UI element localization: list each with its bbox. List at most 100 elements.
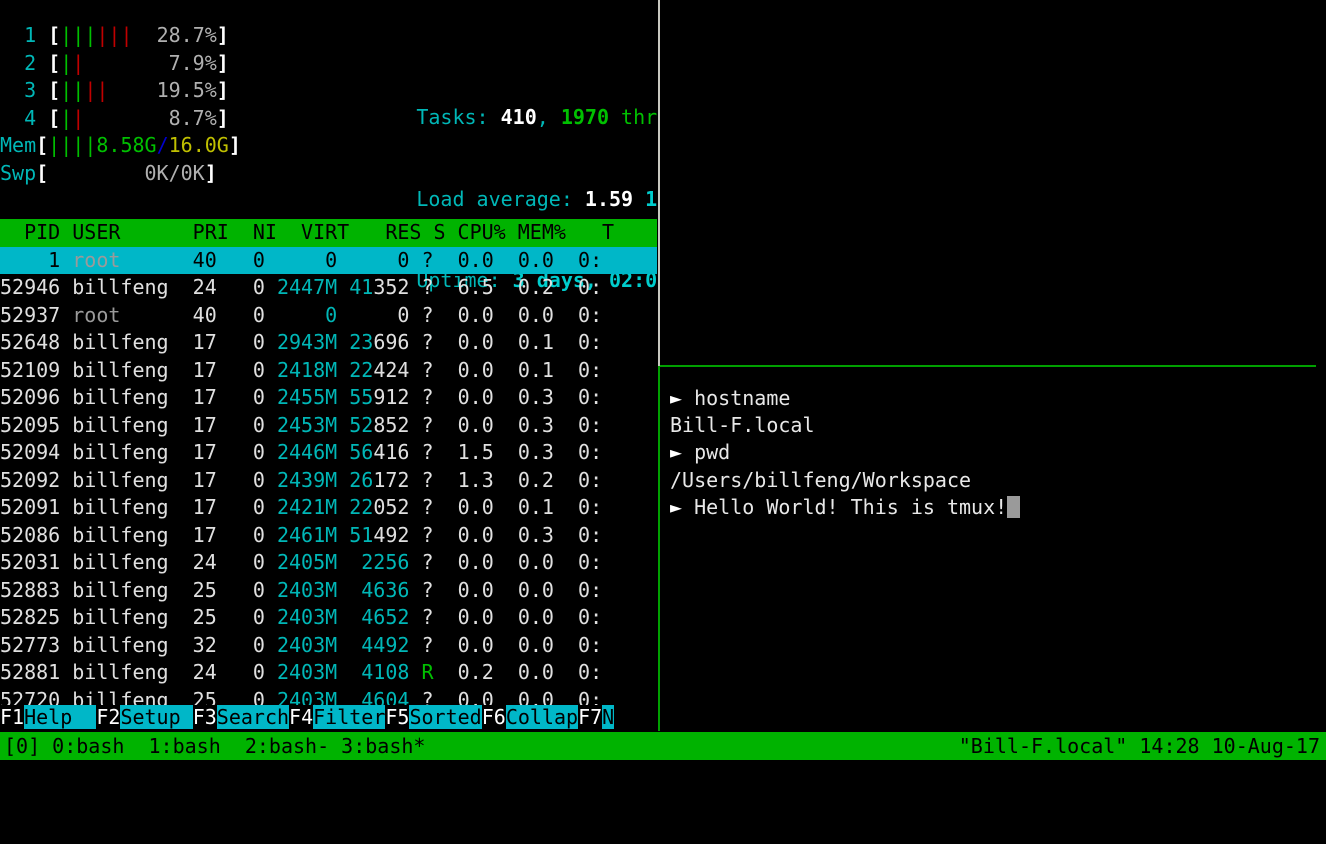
table-row[interactable]: 52883 billfeng 25 0 2403M 4636 ? 0.0 0.0… [0,577,657,605]
fkey-label-search[interactable]: Search [216,705,290,729]
cell-user: billfeng [72,632,181,657]
terminal-command-line: ► Hello World! This is tmux! [670,494,1021,521]
fkey-f7[interactable]: F7 [578,705,603,729]
table-row[interactable]: 52086 billfeng 17 0 2461M 51492 ? 0.0 0.… [0,522,657,550]
cell-pid: 52937 [0,302,61,327]
status-left[interactable]: [0] 0:bash 1:bash 2:bash- 3:bash* [4,734,426,758]
cell-res-hi: 51 [337,522,374,547]
table-row[interactable]: 1 root 40 0 0 0 ? 0.0 0.0 0: [0,246,657,274]
pane-terminal[interactable]: ► hostname Bill-F.local ► pwd/Users/billfe… [662,369,1326,731]
cell-state: ? [421,522,434,547]
cell-cpu: 0.0 [433,330,494,354]
status-right[interactable]: "Bill-F.local" 14:28 10-Aug-17 [958,734,1320,758]
cell-pri: 17 [180,522,217,547]
cell-state: ? [421,632,434,657]
table-row[interactable]: 52096 billfeng 17 0 2455M 55912 ? 0.0 0.… [0,384,657,412]
meter-bracket-open: [ [48,50,61,75]
fkey-label-help[interactable]: Help [24,705,97,729]
fkey-f6[interactable]: F6 [481,705,506,729]
table-row[interactable]: 52094 billfeng 17 0 2446M 56416 ? 1.5 0.… [0,439,657,467]
cell-mem: 0.2 [493,467,554,492]
meter-bracket-close: ] [216,50,229,75]
cell-state: ? [421,467,434,492]
process-rows[interactable]: 1 root 40 0 0 0 ? 0.0 0.0 0: 52946 billfe… [0,246,657,715]
prompt-icon: ► [670,494,683,519]
cell-res-lo: 852 [373,412,410,437]
cell-mem: 0.0 [493,605,554,629]
cell-time: 0: [553,357,603,382]
cell-time: 0: [553,275,603,299]
fkey-f3[interactable]: F3 [192,705,217,729]
table-row[interactable]: 52825 billfeng 25 0 2403M 4652 ? 0.0 0.0… [0,604,657,632]
fkey-label-setup[interactable]: Setup [120,705,193,729]
cell-state: ? [421,330,434,354]
cell-pid: 52094 [0,440,61,464]
cell-time: 0: [553,412,603,437]
pane-clock[interactable] [662,0,1326,364]
process-table[interactable]: PID USER PRI NI VIRT RES S CPU% MEM% T 1… [0,219,657,714]
fkey-label-sorted[interactable]: Sorted [409,705,482,729]
cell-res-hi: 4652 [337,605,410,629]
cell-cpu: 0.0 [433,550,494,574]
fkey-label-filter[interactable]: Filter [313,705,386,729]
cell-res-hi: 4492 [337,632,410,657]
cell-pri: 25 [180,605,217,629]
table-row[interactable]: 52109 billfeng 17 0 2418M 22424 ? 0.0 0.… [0,357,657,385]
tasks-label: Tasks: [416,104,501,129]
htop-function-bar[interactable]: F1Help F2Setup F3SearchF4FilterF5SortedF… [0,703,657,731]
cell-user: billfeng [72,605,181,629]
cell-pri: 17 [180,330,217,354]
cell-pid: 52092 [0,467,61,492]
cell-res-hi: 56 [337,440,374,464]
cell-time: 0: [553,247,603,272]
cell-cpu: 0.0 [433,302,494,327]
cell-virt: 2439M [264,467,338,492]
cell-ni: 0 [216,302,265,327]
table-row[interactable]: 52648 billfeng 17 0 2943M 23696 ? 0.0 0.… [0,329,657,357]
table-row[interactable]: 52881 billfeng 24 0 2403M 4108 R 0.2 0.0… [0,659,657,687]
table-row[interactable]: 52946 billfeng 24 0 2447M 41352 ? 6.5 0.… [0,274,657,302]
pane-htop[interactable]: 1 [|||||| 28.7%] 2 [|| 7.9%] 3 [|||| 19.… [0,0,657,731]
cell-virt: 2446M [264,440,338,464]
cell-ni: 0 [216,467,265,492]
fkey-label-n[interactable]: N [602,705,615,729]
pane-border-horizontal[interactable] [660,365,1316,367]
cell-cpu: 0.0 [433,577,494,602]
cell-state: ? [421,495,434,519]
table-row[interactable]: 52091 billfeng 17 0 2421M 22052 ? 0.0 0.… [0,494,657,522]
cell-pri: 17 [180,412,217,437]
table-row[interactable]: 52773 billfeng 32 0 2403M 4492 ? 0.0 0.0… [0,632,657,660]
mem-total: 16.0G [168,133,229,157]
fkey-f5[interactable]: F5 [385,705,410,729]
cell-user: billfeng [72,412,181,437]
process-table-header[interactable]: PID USER PRI NI VIRT RES S CPU% MEM% T [0,219,657,247]
fkey-f4[interactable]: F4 [289,705,314,729]
cell-cpu: 1.5 [433,440,494,464]
cell-state: ? [421,577,434,602]
cpu-meter-id: 4 [0,105,49,130]
cell-pid: 52095 [0,412,61,437]
fkey-f2[interactable]: F2 [96,705,121,729]
cell-time: 0: [553,550,603,574]
line-text: pwd [694,440,731,465]
cell-mem: 0.2 [493,275,554,299]
terminal-output[interactable]: ► hostname Bill-F.local ► pwd/Users/billfe… [670,385,1021,521]
cell-cpu: 0.0 [433,495,494,519]
cell-mem: 0.1 [493,330,554,354]
cell-virt: 2453M [264,412,338,437]
meter-bracket-close: ] [216,105,229,130]
table-row[interactable]: 52720 billfeng 25 0 2403M 4604 ? 0.0 0.0… [0,687,657,715]
terminal-output-line: /Users/billfeng/Workspace [670,467,1020,494]
table-row[interactable]: 52031 billfeng 24 0 2405M 2256 ? 0.0 0.0… [0,549,657,577]
fkey-label-collap[interactable]: Collap [505,705,579,729]
fkey-f1[interactable]: F1 [0,705,25,729]
pane-border-vertical-top[interactable] [658,0,660,366]
cell-virt: 2403M [264,660,338,684]
table-row[interactable]: 52095 billfeng 17 0 2453M 52852 ? 0.0 0.… [0,412,657,440]
cell-res-hi: 4636 [337,577,410,602]
pane-border-vertical-bottom[interactable] [658,366,660,731]
cell-ni: 0 [216,247,265,272]
tmux-status-bar[interactable]: [0] 0:bash 1:bash 2:bash- 3:bash* "Bill-… [0,732,1326,760]
table-row[interactable]: 52937 root 40 0 0 0 ? 0.0 0.0 0: [0,302,657,330]
table-row[interactable]: 52092 billfeng 17 0 2439M 26172 ? 1.3 0.… [0,467,657,495]
